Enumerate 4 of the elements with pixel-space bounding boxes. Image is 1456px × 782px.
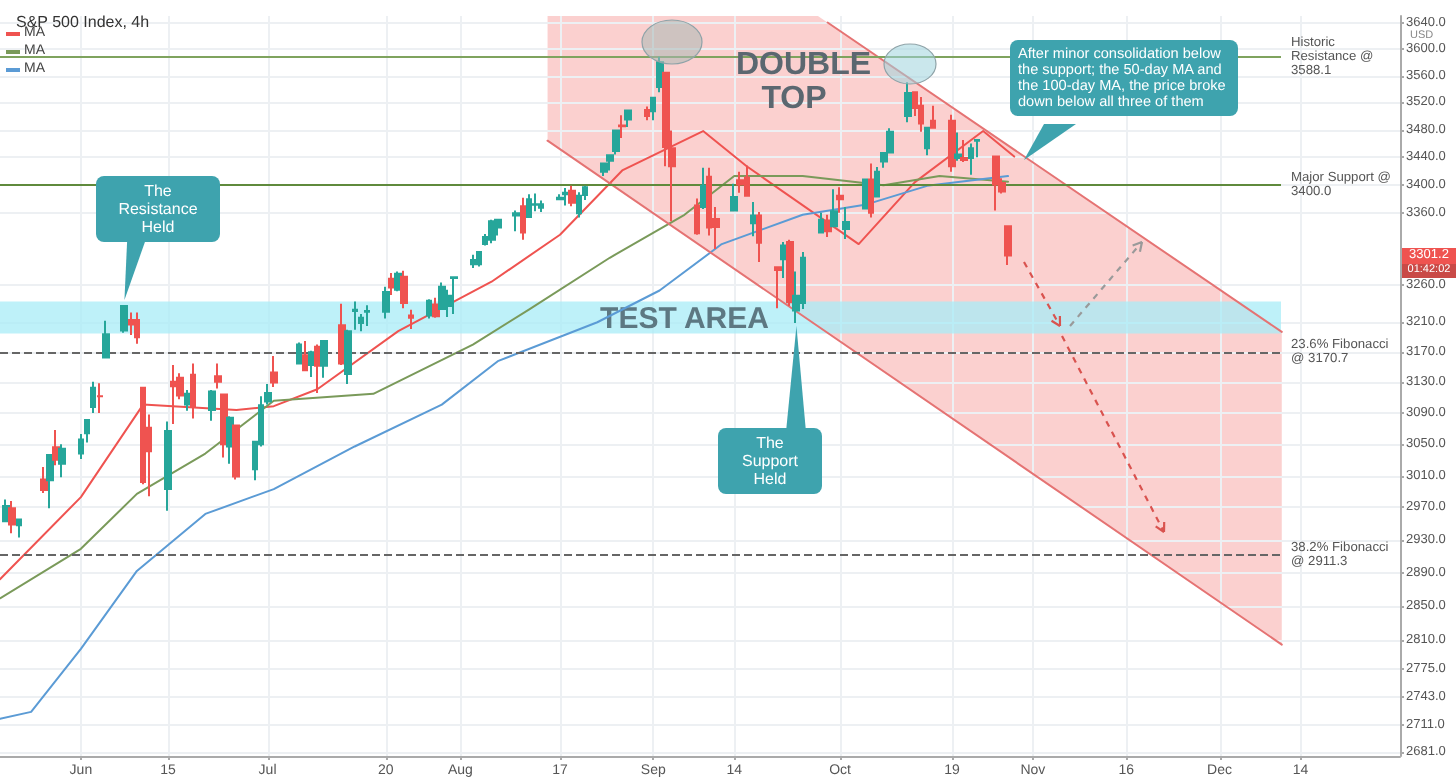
annotation: The Support Held	[718, 428, 822, 494]
annotation: DOUBLE TOP	[736, 48, 872, 116]
annotation: The Resistance Held	[96, 176, 220, 242]
band-label: TEST AREA	[600, 302, 770, 337]
